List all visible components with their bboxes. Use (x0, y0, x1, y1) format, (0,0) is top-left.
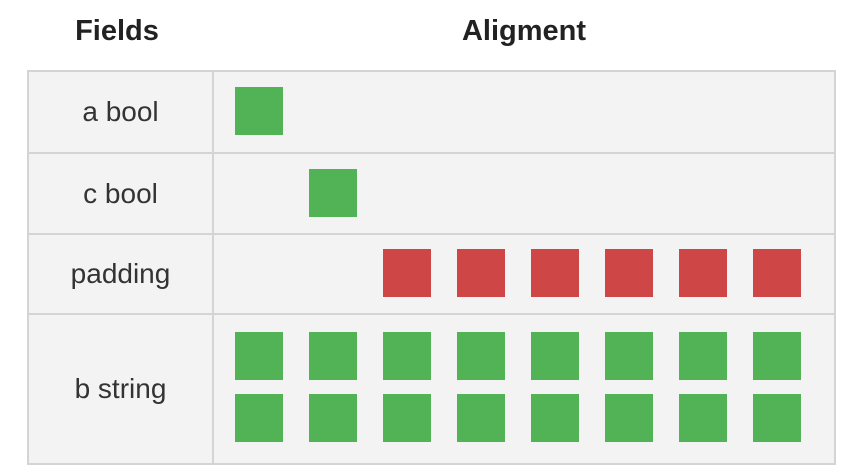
alignment-table: a bool c bool padding b string (27, 70, 836, 465)
row-b-string: b string (29, 315, 834, 463)
field-byte-cell (235, 87, 283, 135)
padding-byte-cell (753, 249, 801, 297)
field-byte-cell (605, 394, 653, 442)
field-byte-cell (679, 394, 727, 442)
padding-byte-cell (605, 249, 653, 297)
field-byte-cell (679, 332, 727, 380)
row-padding: padding (29, 235, 834, 315)
field-byte-cell (235, 394, 283, 442)
alignment-header: Aligment (461, 14, 587, 47)
padding-byte-cell (383, 249, 431, 297)
padding-byte-cell (457, 249, 505, 297)
padding-byte-cell (531, 249, 579, 297)
row-label: c bool (29, 154, 214, 233)
padding-byte-cell (679, 249, 727, 297)
field-byte-cell (235, 332, 283, 380)
field-byte-cell (383, 332, 431, 380)
field-byte-cell (309, 169, 357, 217)
field-byte-cell (309, 394, 357, 442)
field-byte-cell (383, 394, 431, 442)
row-label: a bool (29, 72, 214, 152)
fields-header: Fields (75, 14, 159, 47)
field-byte-cell (457, 332, 505, 380)
field-byte-cell (457, 394, 505, 442)
field-byte-cell (753, 394, 801, 442)
row-label: padding (29, 235, 214, 313)
row-c-bool: c bool (29, 154, 834, 235)
row-label: b string (29, 315, 214, 463)
field-byte-cell (309, 332, 357, 380)
field-byte-cell (531, 332, 579, 380)
field-byte-cell (605, 332, 653, 380)
field-byte-cell (531, 394, 579, 442)
row-a-bool: a bool (29, 72, 834, 154)
field-byte-cell (753, 332, 801, 380)
